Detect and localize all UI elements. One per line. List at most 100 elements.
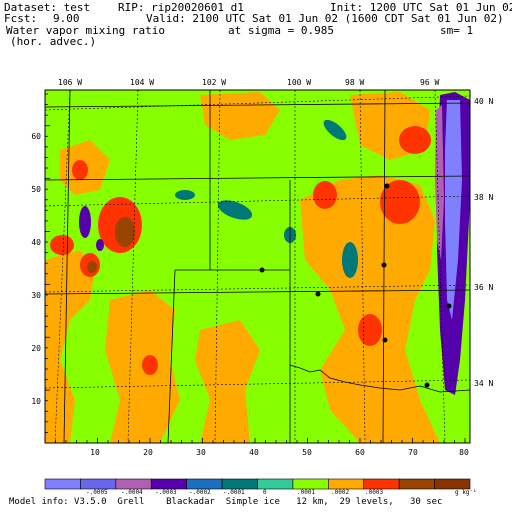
red-blob-5 — [313, 181, 337, 209]
lat-label: 36 N — [474, 283, 493, 292]
colorbar-unit: g kg⁻¹ — [455, 489, 477, 496]
purple-streak-west — [79, 206, 91, 238]
station-dot — [382, 337, 388, 343]
lon-label: 98 W — [345, 78, 364, 87]
colorbar-swatch — [186, 478, 223, 490]
parallel — [44, 195, 471, 207]
parallel — [44, 379, 471, 389]
x-tick-label: 50 — [302, 448, 312, 457]
sigma-level: at sigma = 0.985 — [228, 24, 334, 37]
lon-label: 100 W — [287, 78, 311, 87]
forecast-label: Fcst: — [4, 12, 38, 25]
colorbar-label: .0001 — [297, 489, 316, 496]
field-subtitle: (hor. advec.) — [10, 35, 97, 48]
teal-feature-5 — [175, 190, 195, 200]
x-tick-labels: 10 20 30 40 50 60 70 80 — [90, 448, 469, 457]
forecast-hour: 9.00 — [53, 12, 80, 25]
border-line — [44, 175, 471, 181]
red-river — [289, 364, 471, 393]
rip-label: RIP: rip20020601 d1 — [118, 1, 244, 14]
colorbar-swatch — [80, 478, 117, 490]
border-line — [44, 102, 471, 108]
colorbar-swatch — [257, 478, 294, 490]
y-tick-label: 30 — [31, 291, 41, 300]
border-line — [167, 269, 176, 444]
orange-region-west — [45, 250, 95, 443]
smoothing-label: sm= 1 — [440, 24, 474, 37]
red-blob-8 — [358, 314, 382, 346]
red-blob-9 — [142, 355, 158, 375]
colorbar-label: 0 — [263, 489, 267, 496]
x-tick-label: 60 — [355, 448, 365, 457]
y-tick-label: 40 — [31, 238, 41, 247]
longitude-labels: 106 W 104 W 102 W 100 W 98 W 96 W — [58, 78, 439, 87]
red-blob-4 — [380, 180, 420, 224]
geo-boundaries — [44, 89, 471, 444]
colorbar-label: -.0004 — [121, 489, 143, 496]
colorbar — [44, 478, 471, 490]
teal-feature-3 — [342, 242, 358, 278]
y-tick-label: 50 — [31, 185, 41, 194]
valid-time: Valid: 2100 UTC Sat 01 Jun 02 (1600 CDT … — [146, 12, 504, 25]
lat-label: 38 N — [474, 193, 493, 202]
x-tick-label: 80 — [459, 448, 469, 457]
colorbar-swatch — [150, 478, 187, 490]
brown-core-2 — [87, 261, 97, 273]
lon-label: 104 W — [130, 78, 154, 87]
meridian — [359, 89, 366, 444]
colorbar-swatch — [434, 478, 471, 490]
station-dot — [446, 303, 452, 309]
contour-fill — [45, 90, 470, 443]
station-dot — [381, 262, 387, 268]
y-tick-labels: 60 50 40 30 20 10 — [31, 132, 41, 406]
x-tick-label: 40 — [249, 448, 259, 457]
purple-streak-west-2 — [96, 239, 104, 251]
colorbar-swatch — [115, 478, 152, 490]
colorbar-label: -.0002 — [189, 489, 211, 496]
meridian — [54, 89, 71, 444]
lavender-core-east — [445, 100, 462, 320]
brown-core-1 — [115, 217, 135, 247]
orange-region-east — [300, 175, 440, 443]
x-tick-marks — [44, 438, 466, 443]
colorbar-label: -.0003 — [155, 489, 177, 496]
y-tick-label: 20 — [31, 344, 41, 353]
mauve-edge-east — [435, 105, 444, 260]
init-time: Init: 1200 UTC Sat 01 Jun 02 — [330, 1, 512, 14]
lat-label: 40 N — [474, 97, 493, 106]
y-tick-label: 60 — [31, 132, 41, 141]
colorbar-label: .0002 — [331, 489, 350, 496]
red-blob-3 — [50, 235, 74, 255]
lon-label: 102 W — [202, 78, 226, 87]
station-dot — [384, 183, 390, 189]
lon-label: 96 W — [420, 78, 439, 87]
x-tick-label: 70 — [408, 448, 418, 457]
station-dot — [259, 267, 265, 273]
meridian — [434, 89, 446, 444]
x-tick-label: 30 — [196, 448, 206, 457]
border-line — [44, 289, 471, 295]
dataset-label: Dataset: test — [4, 1, 91, 14]
x-tick-label: 20 — [143, 448, 153, 457]
latitude-labels: 40 N 38 N 36 N 34 N — [474, 97, 493, 388]
colorbar-swatch — [44, 478, 81, 490]
meridian — [127, 89, 139, 444]
stations — [259, 183, 452, 388]
model-info: Model info: V3.5.0 Grell Blackadar Simpl… — [9, 497, 443, 507]
border-line — [63, 89, 71, 444]
colorbar-label: -.0001 — [223, 489, 245, 496]
station-dot — [315, 291, 321, 297]
colorbar-swatch — [221, 478, 258, 490]
lon-label: 106 W — [58, 78, 82, 87]
red-blob-6 — [399, 126, 431, 154]
y-tick-marks — [45, 93, 50, 444]
colorbar-swatch — [398, 478, 435, 490]
y-tick-label: 10 — [31, 397, 41, 406]
red-blob-7 — [72, 160, 88, 180]
colorbar-swatch — [328, 478, 365, 490]
teal-feature-1 — [217, 200, 253, 220]
teal-feature-2 — [323, 119, 347, 141]
field-name: Water vapor mixing ratio — [6, 24, 165, 37]
plot-frame — [44, 89, 471, 444]
